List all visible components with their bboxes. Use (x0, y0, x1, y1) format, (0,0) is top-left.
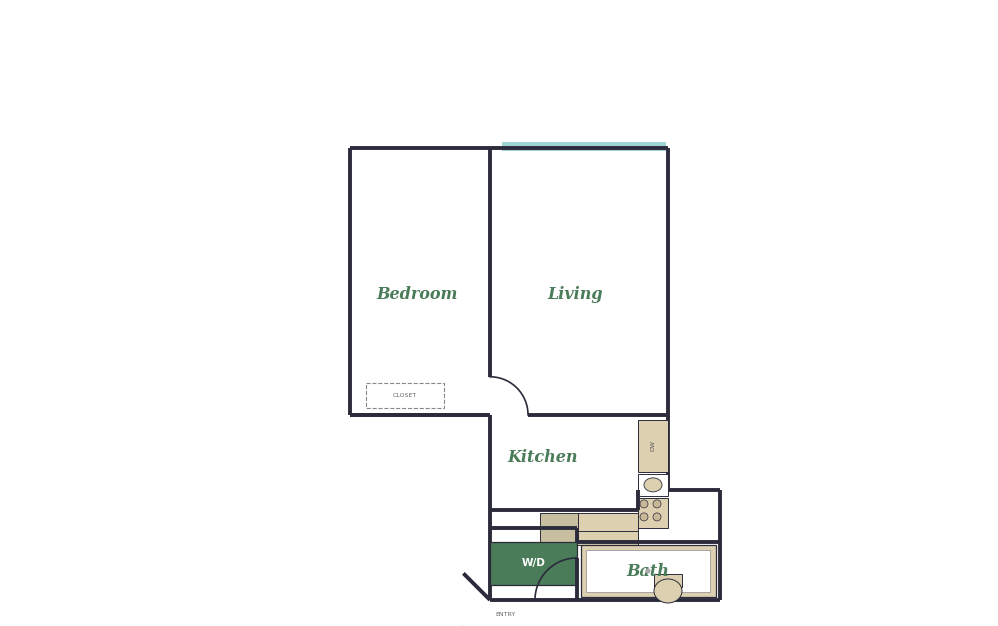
Text: Bedroom: Bedroom (376, 286, 458, 303)
Bar (490, 542, 577, 585)
Bar (581, 545, 716, 597)
Bar (575, 528, 638, 545)
Bar (638, 498, 668, 528)
Circle shape (640, 513, 648, 521)
Bar (638, 420, 668, 472)
Text: W/D: W/D (522, 558, 546, 568)
Bar (502, 141, 666, 151)
Text: ENTRY: ENTRY (495, 612, 515, 617)
Circle shape (640, 500, 648, 508)
Text: This is a MFTE income qualified home.: This is a MFTE income qualified home. (273, 25, 725, 45)
Text: Bath: Bath (627, 563, 670, 580)
Bar (654, 574, 682, 587)
Bar (586, 550, 710, 592)
Text: Kitchen: Kitchen (508, 449, 578, 466)
Ellipse shape (644, 478, 662, 492)
Circle shape (653, 513, 661, 521)
Bar (578, 513, 638, 531)
Text: DW: DW (651, 440, 656, 451)
Bar (638, 474, 668, 496)
Circle shape (653, 500, 661, 508)
Ellipse shape (654, 579, 682, 603)
Bar (366, 382, 444, 408)
Text: Living: Living (547, 286, 603, 303)
Text: CLOSET: CLOSET (393, 393, 417, 398)
Circle shape (646, 568, 651, 573)
Text: Please reach out to our leasing office for more information!: Please reach out to our leasing office f… (183, 69, 815, 88)
Bar (540, 513, 578, 543)
